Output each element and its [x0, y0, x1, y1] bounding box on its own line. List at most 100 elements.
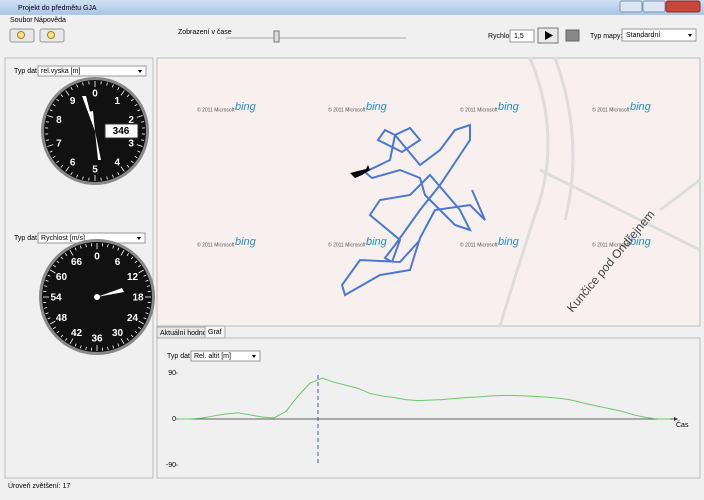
dial-tick [120, 166, 125, 172]
dial-number: 0 [94, 252, 100, 263]
dial-number: 9 [70, 96, 76, 107]
dial-tick [117, 86, 120, 91]
speed-selected: Rychlost [m/s] [41, 235, 85, 242]
dial-number: 6 [115, 257, 121, 268]
dial-tick [60, 94, 64, 98]
speed-label: Rychlost [488, 33, 515, 40]
dial-tick [126, 253, 130, 256]
graph-selected: Rel. altit [m] [194, 353, 231, 360]
dial-tick [79, 245, 82, 249]
minimize-button[interactable] [619, 0, 643, 13]
map-type-combo[interactable] [621, 28, 697, 42]
map-logo: bing [630, 236, 652, 248]
combo-arrow [137, 237, 141, 240]
dial-number: 24 [127, 313, 139, 324]
status-text: Úroveň zvětšení: 17 [8, 481, 70, 490]
altimeter-combo[interactable] [37, 65, 147, 77]
graph-combo[interactable] [190, 350, 261, 362]
dial-number: 7 [56, 138, 62, 149]
dial-tick [112, 345, 115, 349]
dial-tick [60, 256, 64, 260]
combo-arrow [688, 34, 692, 37]
dial-tick [138, 264, 141, 268]
dial-tick [120, 90, 125, 96]
dial-tick [111, 84, 114, 88]
dial-tick [107, 346, 109, 350]
dial-tick [52, 103, 56, 107]
dial-tick [56, 330, 60, 334]
map-logo: bing [630, 101, 652, 113]
dial-tick [49, 150, 53, 153]
stop-button[interactable] [565, 29, 580, 42]
tab-label: Aktuální hodnoty [160, 330, 213, 337]
map-logo: bing [235, 236, 257, 248]
map-watermark: © 2011 Microsoft [328, 241, 366, 248]
map-type-value: Standardní [626, 32, 660, 39]
dial-tick [76, 84, 79, 88]
altimeter-needle [95, 131, 101, 160]
dial-tick [130, 98, 134, 102]
dial-tick [126, 338, 130, 341]
x-axis-label: Čas [676, 420, 689, 429]
dial-tick [146, 307, 150, 309]
dial-tick [52, 155, 56, 159]
dial-tick [82, 82, 84, 86]
dial-tick [130, 334, 134, 338]
menu-item[interactable]: Soubor [10, 17, 33, 24]
dial-tick [65, 166, 70, 172]
speed-needle [97, 288, 124, 297]
dial-tick [145, 312, 149, 315]
dial-tick [45, 121, 49, 123]
dial-tick [85, 346, 87, 350]
dial-tick [117, 343, 120, 347]
dial-number: 60 [56, 272, 68, 283]
dial-number: 8 [56, 115, 62, 126]
plane-icon [350, 165, 370, 178]
dial-tick [76, 174, 79, 178]
dial-tick [134, 260, 138, 264]
flight-track [340, 123, 486, 297]
dial-number: 48 [56, 313, 68, 324]
map-watermark: © 2011 Microsoft [592, 241, 630, 248]
dial-tick [49, 109, 53, 112]
dial-tick [112, 245, 115, 249]
dial-number: 0 [92, 89, 98, 100]
y-tick-label: 0 [172, 416, 176, 423]
close-button[interactable] [665, 0, 701, 13]
dial-tick [60, 164, 64, 168]
slider-thumb[interactable] [273, 30, 280, 43]
dial-tick [44, 285, 48, 287]
altimeter-readout: 346 [113, 126, 130, 137]
dial-tick [56, 98, 60, 102]
dial-tick [53, 326, 56, 330]
combo-arrow [252, 355, 256, 358]
y-tick-label: -90 [166, 462, 176, 469]
dial-tick [69, 250, 74, 256]
tab-active[interactable] [204, 325, 226, 339]
dial-tick [69, 338, 74, 344]
dial-tick [50, 320, 56, 325]
speed-spinner[interactable] [509, 29, 535, 43]
map-road [498, 57, 701, 327]
dial-number: 18 [132, 293, 144, 304]
dial-tick [136, 115, 143, 118]
tab-label: Graf [208, 329, 222, 336]
dial-tick [64, 253, 68, 256]
dial-tick [134, 155, 138, 159]
dial-tick [47, 115, 54, 118]
title-bar [0, 0, 704, 15]
dial-tick [56, 160, 60, 164]
map-logo: bing [498, 101, 520, 113]
dial-number: 42 [71, 328, 83, 339]
map-type-label: Typ mapy: [590, 33, 622, 40]
dial-tick [130, 256, 134, 260]
dial-tick [137, 150, 141, 153]
maximize-button[interactable] [642, 0, 666, 13]
menu-item[interactable]: Nápověda [34, 17, 66, 24]
dial-number: 36 [91, 334, 103, 345]
dial-tick [107, 244, 109, 248]
dial-tick [50, 269, 56, 274]
dial-tick [85, 244, 87, 248]
dial-tick [60, 334, 64, 338]
